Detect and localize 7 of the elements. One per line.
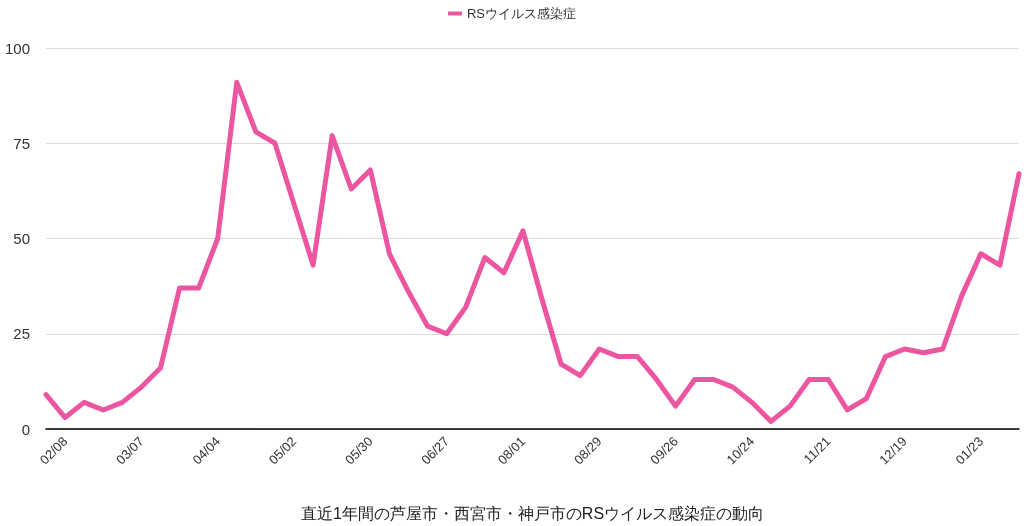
y-tick-label: 0 [21, 420, 30, 438]
legend-label: RSウイルス感染症 [466, 6, 577, 21]
y-tick-label: 25 [13, 325, 30, 343]
y-tick-label: 50 [13, 230, 30, 247]
x-axis-title: 直近1年間の芦屋市・西宮市・神戸市のRSウイルス感染症の動向 [300, 504, 765, 522]
y-tick-label: 75 [13, 134, 30, 152]
y-tick-label: 100 [4, 39, 30, 57]
